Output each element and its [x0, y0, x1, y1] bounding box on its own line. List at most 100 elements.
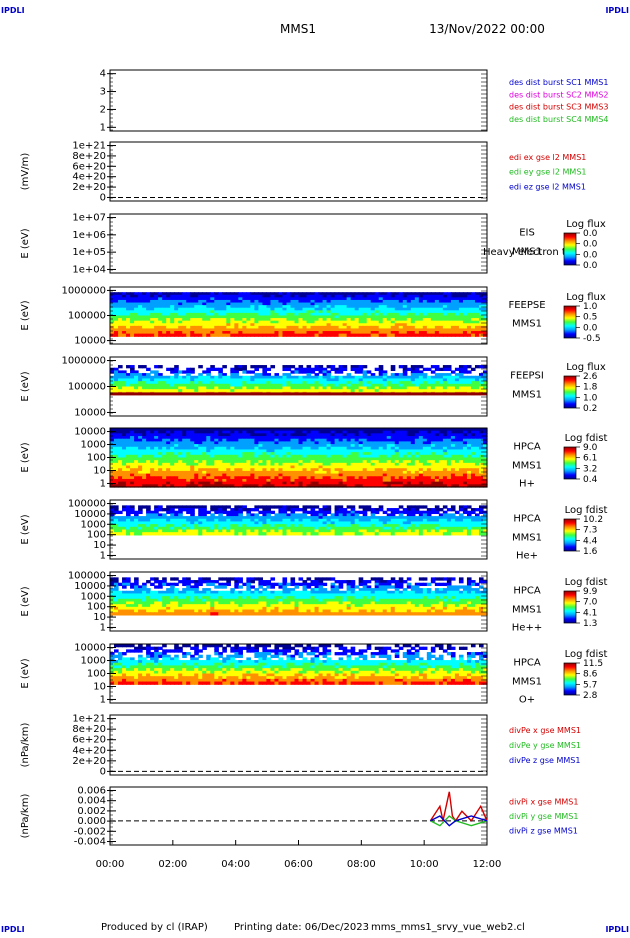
heat-cell	[323, 334, 328, 337]
ytick-label: 100000	[68, 382, 106, 393]
heat-cell	[122, 508, 127, 511]
panel-frame	[110, 70, 487, 131]
heat-cell	[242, 370, 247, 373]
legend-entry: edi ex gse l2 MMS1	[509, 153, 586, 162]
ylabel: E (eV)	[20, 371, 31, 401]
heat-cell	[162, 334, 167, 337]
heat-baseline	[110, 392, 487, 395]
ytick-label: 4	[100, 69, 106, 80]
heat-cell	[166, 511, 171, 514]
heat-cell	[427, 368, 432, 371]
instrument-label: H+	[519, 478, 535, 489]
colorbar-label: 2.6	[583, 372, 598, 382]
heat-cell	[122, 334, 127, 337]
heat-cell	[363, 334, 368, 337]
instrument-label: HPCA	[513, 442, 541, 453]
heat-cell	[178, 334, 183, 337]
heat-cell	[419, 334, 424, 337]
legend-entry: des dist burst SC2 MMS2	[509, 90, 608, 99]
heat-cell	[355, 334, 360, 337]
heat-cell	[198, 334, 203, 337]
heat-cell	[327, 365, 332, 368]
heat-cell	[303, 370, 308, 373]
heat-cell	[178, 370, 183, 373]
heat-cell	[443, 368, 448, 371]
heat-cell	[447, 368, 452, 371]
heat-cell	[146, 368, 151, 371]
heat-cell	[331, 334, 336, 337]
heat-cell	[407, 334, 412, 337]
heat-cell	[339, 334, 344, 337]
heat-cell	[194, 334, 199, 337]
heat-cell	[367, 508, 372, 511]
heat-cell	[435, 334, 440, 337]
heat-cell	[423, 505, 428, 508]
heat-cell	[351, 368, 356, 371]
heat-cell	[214, 334, 219, 337]
heat-cell	[371, 334, 376, 337]
ytick-label: 1000000	[61, 356, 106, 367]
heat-cell	[126, 334, 131, 337]
ytick-label: 10000	[74, 427, 106, 438]
heat-cell	[299, 334, 304, 337]
heat-cell	[451, 370, 456, 373]
instrument-label: MMS1	[512, 390, 542, 401]
heat-cell	[242, 508, 247, 511]
colorbar	[564, 447, 576, 479]
colorbar-label: 1.0	[583, 393, 598, 403]
heat-cell	[258, 505, 263, 508]
heat-cell	[286, 334, 291, 337]
heat-cell	[290, 370, 295, 373]
heat-cell	[210, 334, 215, 337]
heat-cell	[222, 365, 227, 368]
heat-cell	[299, 508, 304, 511]
colorbar-label: 1.8	[583, 383, 598, 393]
mission-title: MMS1	[280, 22, 316, 36]
heat-cell	[307, 334, 312, 337]
heat-cell	[387, 508, 392, 511]
ytick-label: 0	[100, 192, 106, 203]
heat-cell	[254, 334, 259, 337]
colorbar-label: 0.0	[583, 250, 598, 260]
heat-cell	[222, 511, 227, 514]
heat-cell	[170, 370, 175, 373]
legend-entry: des dist burst SC3 MMS3	[509, 103, 608, 112]
colorbar-label: 0.0	[583, 323, 598, 333]
colorbar-label: 3.2	[583, 464, 597, 474]
heat-cell	[347, 334, 352, 337]
heat-cell	[198, 365, 203, 368]
heat-cell	[355, 370, 360, 373]
heat-cell	[467, 365, 472, 368]
heat-cell	[138, 511, 143, 514]
heat-cell	[214, 368, 219, 371]
ytick-label: 8e+20	[72, 151, 106, 162]
ytick-label: 1	[100, 478, 106, 489]
heat-cell	[222, 334, 227, 337]
heat-cell	[303, 334, 308, 337]
heat-cell	[118, 365, 123, 368]
ytick-label: 1e+04	[72, 264, 106, 275]
heat-cell	[367, 334, 372, 337]
heat-cell	[315, 368, 320, 371]
heat-cell	[194, 505, 199, 508]
heat-cell	[343, 334, 348, 337]
heat-cell	[447, 334, 452, 337]
heat-cell	[250, 334, 255, 337]
heat-cell	[294, 370, 299, 373]
heat-cell	[319, 334, 324, 337]
ytick-label: 100	[87, 453, 106, 464]
heat-cell	[226, 505, 231, 508]
heat-cell	[142, 334, 147, 337]
heat-cell	[230, 334, 235, 337]
heat-cell	[118, 511, 123, 514]
heat-cell	[375, 368, 380, 371]
heat-cell	[242, 334, 247, 337]
ylabel: E (eV)	[20, 442, 31, 472]
heat-cell	[150, 370, 155, 373]
heat-cell	[431, 334, 436, 337]
heat-cell	[431, 365, 436, 368]
